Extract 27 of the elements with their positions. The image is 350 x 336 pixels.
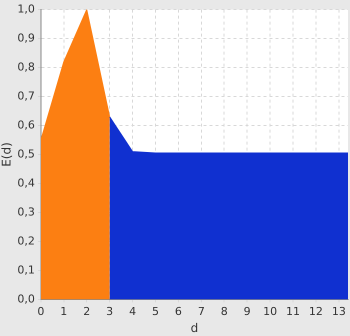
y-tick-label: 0,9: [17, 31, 35, 44]
y-tick-label: 0,1: [17, 263, 35, 276]
x-tick-label: 10: [263, 304, 278, 318]
x-tick-label: 13: [332, 304, 346, 318]
x-tick-label: 9: [244, 304, 251, 318]
x-tick-label: 12: [308, 304, 323, 318]
x-tick-label: 1: [60, 304, 68, 318]
y-tick-label: 0,0: [17, 292, 35, 306]
y-axis-title: E(d): [0, 142, 14, 167]
y-tick-label: 0,6: [17, 118, 35, 132]
x-tick-label: 3: [106, 304, 114, 318]
y-tick-label: 0,5: [17, 147, 35, 160]
y-tick-label: 0,8: [17, 60, 35, 74]
x-axis-title: d: [190, 320, 198, 335]
x-tick-label: 6: [174, 304, 182, 318]
x-tick-label: 2: [83, 304, 90, 318]
y-tick-label: 0,4: [17, 176, 35, 190]
x-tick-label: 7: [198, 304, 205, 318]
y-tick-label: 1,0: [17, 2, 35, 16]
x-tick-label: 5: [152, 304, 159, 318]
x-tick-label: 0: [37, 304, 44, 318]
y-tick-label: 0,7: [17, 89, 35, 102]
x-tick-label: 8: [220, 304, 228, 318]
y-tick-label: 0,3: [17, 205, 35, 218]
y-tick-label: 0,2: [17, 234, 35, 248]
x-tick-label: 11: [286, 304, 300, 318]
x-tick-label: 4: [129, 304, 136, 318]
